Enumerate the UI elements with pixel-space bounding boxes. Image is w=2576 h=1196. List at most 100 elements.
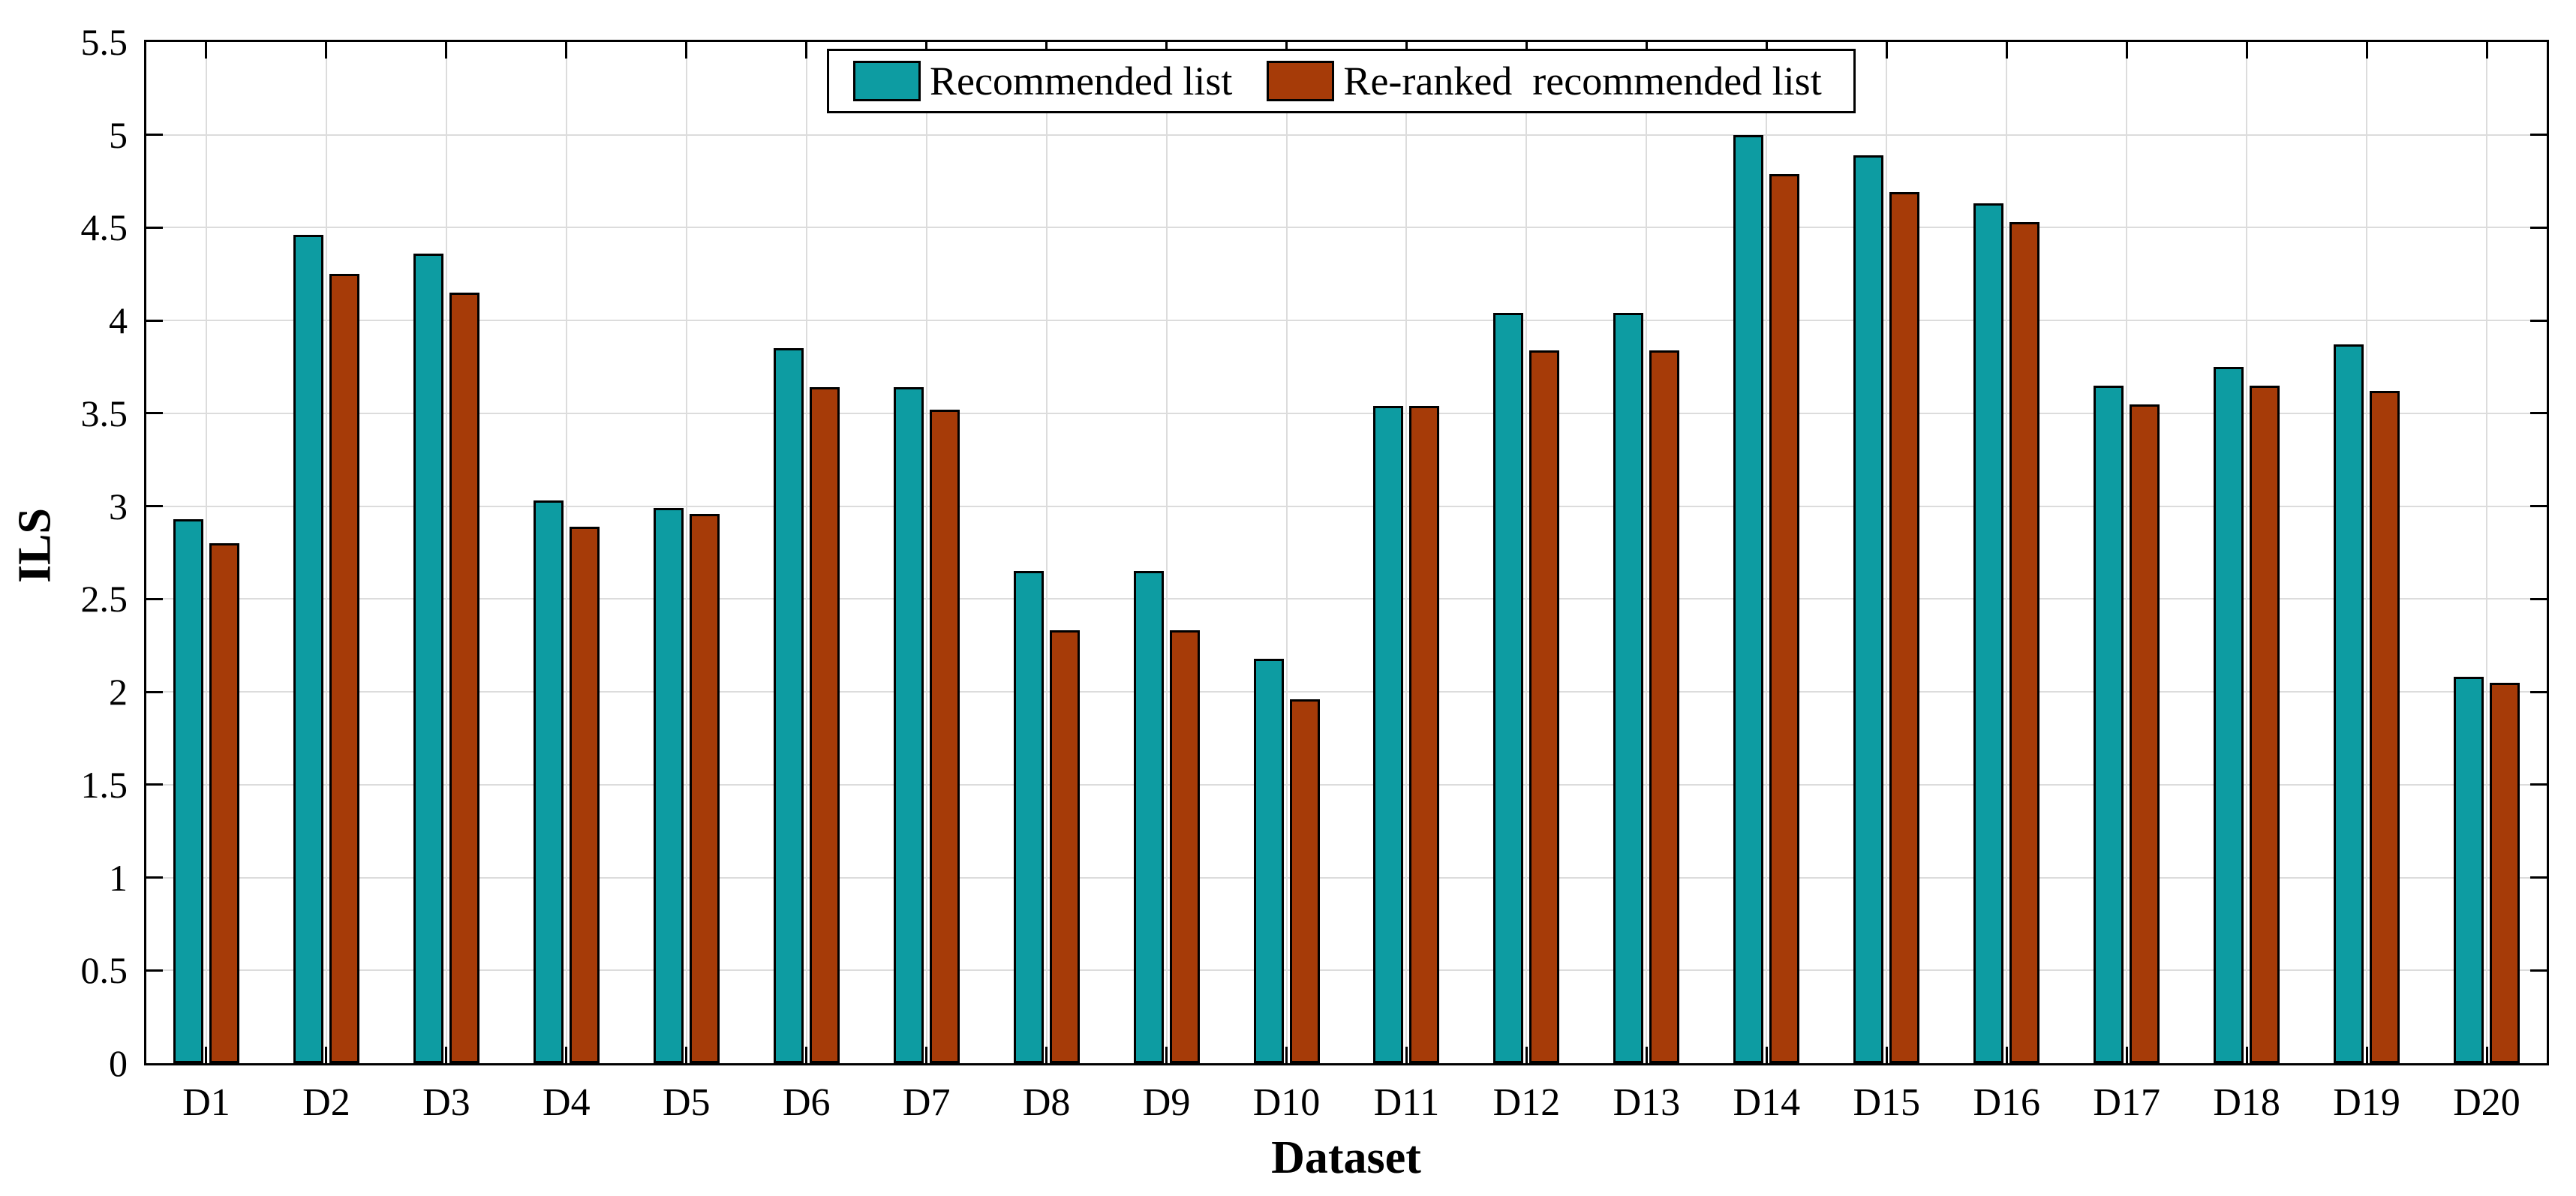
y-tick-mark-left [146,783,163,786]
bar-D18-series1 [2250,385,2280,1063]
y-tick-label: 5.5 [80,21,128,63]
x-tick-mark-bottom [2125,1047,2128,1063]
y-tick-mark-right [2530,597,2547,600]
gridline-x [1525,42,1528,1063]
bar-D11-series1 [1409,406,1440,1063]
y-tick-mark-right [2530,876,2547,879]
x-tick-label: D2 [302,1081,350,1124]
y-tick-mark-right [2530,783,2547,786]
x-tick-mark-bottom [445,1047,448,1063]
bar-D1-series1 [209,543,239,1063]
bar-D15-series0 [1853,155,1884,1063]
bar-D4-series0 [533,500,564,1063]
x-tick-mark-top [445,42,448,59]
bar-D16-series0 [1973,203,2004,1063]
gridline-y [146,505,2547,507]
gridline-x [2486,42,2488,1063]
gridline-x [1045,42,1048,1063]
bar-D20-series1 [2490,682,2520,1063]
gridline-x [205,42,207,1063]
x-tick-mark-bottom [1405,1047,1408,1063]
y-tick-mark-left [146,597,163,600]
x-tick-mark-bottom [685,1047,688,1063]
y-tick-mark-left [146,690,163,693]
gridline-x [2006,42,2008,1063]
y-tick-label: 0.5 [80,949,128,992]
plot-area [144,40,2549,1065]
x-tick-mark-bottom [2365,1047,2368,1063]
gridline-x [1165,42,1168,1063]
gridline-y [146,876,2547,879]
x-tick-mark-bottom [2485,1047,2488,1063]
bar-D9-series0 [1133,571,1164,1063]
legend-swatch-reranked [1267,61,1335,101]
x-tick-mark-top [685,42,688,59]
x-tick-mark-top [2365,42,2368,59]
bar-D3-series1 [449,293,479,1063]
gridline-x [1766,42,1768,1063]
x-tick-label: D11 [1373,1081,1440,1124]
bar-D10-series1 [1289,699,1320,1063]
bar-D19-series1 [2370,391,2400,1063]
y-tick-label: 0 [109,1042,128,1084]
y-tick-label: 2.5 [80,578,128,621]
x-tick-mark-bottom [1765,1047,1768,1063]
y-tick-mark-right [2530,134,2547,137]
bar-D19-series0 [2334,344,2364,1063]
x-tick-mark-bottom [205,1047,208,1063]
gridline-y [146,320,2547,322]
bar-D14-series1 [1769,173,1800,1063]
y-tick-mark-left [146,226,163,229]
legend-swatch-recommended [853,61,921,101]
bar-D13-series0 [1613,313,1644,1063]
bar-D13-series1 [1649,350,1680,1063]
gridline-x [565,42,567,1063]
y-tick-label: 4.5 [80,206,128,249]
x-tick-mark-top [2005,42,2008,59]
gridline-y [146,227,2547,229]
bar-D2-series0 [293,235,323,1063]
gridline-y [146,691,2547,693]
gridline-y [146,783,2547,786]
gridline-x [685,42,687,1063]
legend: Recommended list Re-ranked recommended l… [827,49,1856,113]
gridline-x [925,42,927,1063]
bar-D15-series1 [1889,192,1920,1063]
y-tick-label: 2 [109,671,128,714]
bar-D8-series1 [1049,630,1080,1063]
bar-D5-series1 [689,513,720,1063]
bar-D11-series0 [1373,406,1404,1063]
x-tick-mark-top [1885,42,1888,59]
x-tick-label: D8 [1022,1081,1071,1124]
bar-D4-series1 [569,526,600,1063]
gridline-x [1646,42,1648,1063]
y-tick-mark-left [146,134,163,137]
x-tick-mark-top [2485,42,2488,59]
x-tick-mark-top [805,42,808,59]
x-tick-label: D4 [543,1081,591,1124]
y-tick-mark-right [2530,969,2547,972]
x-tick-label: D1 [182,1081,230,1124]
x-tick-label: D7 [902,1081,951,1124]
gridline-x [1285,42,1288,1063]
y-tick-label: 3.5 [80,392,128,434]
y-tick-mark-right [2530,505,2547,508]
x-tick-mark-bottom [2005,1047,2008,1063]
gridline-x [2246,42,2248,1063]
x-tick-mark-bottom [1645,1047,1648,1063]
x-axis-title: Dataset [1271,1132,1421,1183]
gridline-y [146,412,2547,414]
x-tick-label: D17 [2093,1081,2160,1124]
bar-D12-series0 [1493,313,1524,1063]
x-tick-label: D10 [1252,1081,1321,1124]
x-tick-mark-bottom [1885,1047,1888,1063]
gridline-y [146,598,2547,600]
y-tick-label: 3 [109,485,128,527]
bar-D7-series0 [893,387,924,1063]
gridline-x [2366,42,2368,1063]
x-tick-label: D20 [2453,1081,2520,1124]
x-tick-mark-top [205,42,208,59]
legend-label-recommended: Recommended list [930,59,1233,104]
bar-D2-series1 [329,274,359,1063]
y-tick-label: 1.5 [80,763,128,806]
